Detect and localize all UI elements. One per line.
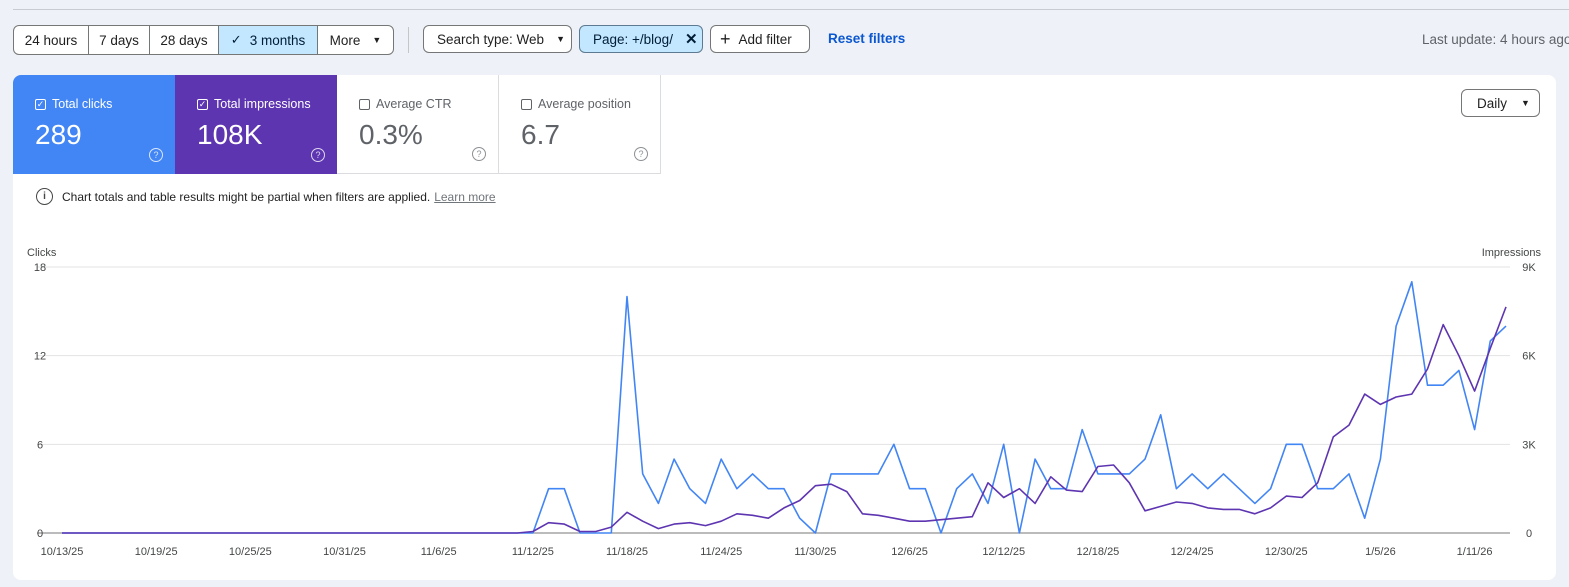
range-label: 7 days	[99, 32, 139, 48]
x-tick-label: 11/30/25	[794, 546, 836, 558]
help-icon[interactable]: ?	[472, 147, 486, 161]
y-left-tick-label: 6	[37, 439, 43, 451]
granularity-label: Daily	[1477, 95, 1508, 111]
x-tick-label: 12/18/25	[1076, 546, 1119, 558]
toolbar-separator	[408, 27, 409, 53]
info-icon: i	[36, 188, 53, 205]
range-28-days[interactable]: 28 days	[150, 26, 219, 54]
x-tick-label: 10/19/25	[135, 546, 178, 558]
metric-label: Total impressions	[214, 97, 311, 111]
y-left-tick-label: 12	[34, 351, 46, 363]
filter-label: Search type: Web	[437, 31, 545, 47]
x-tick-label: 12/24/25	[1171, 546, 1214, 558]
checkbox-icon[interactable]: ✓	[35, 98, 46, 110]
metric-value: 6.7	[521, 119, 560, 150]
x-tick-label: 11/24/25	[700, 546, 742, 558]
x-tick-label: 1/11/26	[1457, 546, 1493, 558]
y-axis-right-title: Impressions	[1482, 247, 1542, 259]
partial-data-notice: i Chart totals and table results might b…	[36, 188, 496, 205]
y-right-tick-label: 0	[1526, 528, 1532, 540]
x-tick-label: 1/5/26	[1365, 546, 1396, 558]
x-tick-label: 10/13/25	[41, 546, 84, 558]
range-label: More	[329, 32, 361, 48]
add-filter-button[interactable]: + Add filter	[710, 25, 810, 53]
y-right-tick-label: 6K	[1522, 351, 1536, 363]
caret-down-icon: ▼	[556, 34, 565, 44]
y-right-tick-label: 3K	[1522, 439, 1536, 451]
search-type-filter[interactable]: Search type: Web ▼	[423, 25, 572, 53]
help-icon[interactable]: ?	[634, 147, 648, 161]
metric-average-ctr[interactable]: Average CTR 0.3% ?	[337, 75, 499, 174]
range-label: 3 months	[249, 32, 306, 48]
plus-icon: +	[720, 29, 731, 49]
series-line-clicks	[62, 280, 1507, 534]
y-right-tick-label: 9K	[1522, 262, 1536, 274]
y-left-tick-label: 0	[37, 528, 43, 540]
caret-down-icon: ▼	[1521, 98, 1530, 108]
x-tick-label: 11/18/25	[606, 546, 648, 558]
granularity-dropdown[interactable]: Daily ▼	[1461, 89, 1540, 117]
metric-label: Average CTR	[376, 97, 452, 111]
series-line-impressions	[62, 306, 1507, 534]
last-update-text: Last update: 4 hours ago	[1422, 32, 1569, 47]
range-3-months[interactable]: ✓ 3 months	[219, 26, 318, 54]
help-icon[interactable]: ?	[149, 148, 163, 162]
date-range-selector: 24 hours 7 days 28 days ✓ 3 months More ▼	[13, 25, 394, 55]
checkbox-icon[interactable]	[359, 98, 370, 110]
metric-total-clicks[interactable]: ✓ Total clicks 289 ?	[13, 75, 175, 174]
y-axis-left-title: Clicks	[27, 247, 57, 259]
x-tick-label: 12/12/25	[982, 546, 1025, 558]
close-icon[interactable]: ✕	[684, 31, 698, 48]
x-tick-label: 10/31/25	[323, 546, 366, 558]
x-tick-label: 12/30/25	[1265, 546, 1308, 558]
x-tick-label: 11/12/25	[512, 546, 554, 558]
add-filter-label: Add filter	[738, 31, 792, 47]
page-filter[interactable]: Page: +/blog/ ✕	[579, 25, 703, 53]
x-tick-label: 10/25/25	[229, 546, 272, 558]
range-label: 24 hours	[24, 32, 78, 48]
metric-label: Total clicks	[52, 97, 113, 111]
x-tick-label: 12/6/25	[891, 546, 928, 558]
check-icon: ✓	[230, 32, 242, 47]
notice-text: Chart totals and table results might be …	[62, 189, 431, 204]
range-label: 28 days	[160, 32, 208, 48]
checkbox-icon[interactable]	[521, 98, 532, 110]
metric-value: 289	[35, 119, 82, 150]
metric-value: 0.3%	[359, 119, 423, 150]
help-icon[interactable]: ?	[311, 148, 325, 162]
metric-total-impressions[interactable]: ✓ Total impressions 108K ?	[175, 75, 337, 174]
x-tick-label: 11/6/25	[421, 546, 457, 558]
learn-more-link[interactable]: Learn more	[434, 189, 496, 204]
y-left-tick-label: 18	[34, 262, 46, 274]
metric-label: Average position	[538, 97, 631, 111]
filter-label: Page: +/blog/	[593, 31, 673, 47]
caret-down-icon: ▼	[372, 35, 382, 45]
top-divider	[13, 9, 1569, 10]
range-24-hours[interactable]: 24 hours	[14, 26, 89, 54]
range-more-dropdown[interactable]: More ▼	[318, 26, 393, 54]
range-7-days[interactable]: 7 days	[89, 26, 150, 54]
metric-value: 108K	[197, 119, 263, 150]
metric-average-position[interactable]: Average position 6.7 ?	[499, 75, 661, 174]
checkbox-icon[interactable]: ✓	[197, 98, 208, 110]
reset-filters-link[interactable]: Reset filters	[828, 31, 906, 46]
